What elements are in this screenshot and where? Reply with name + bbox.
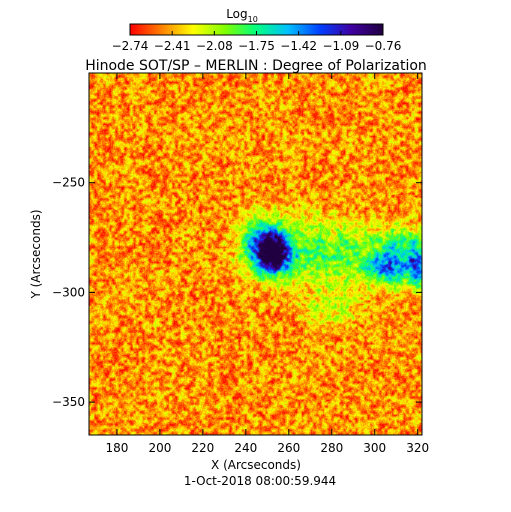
colorbar-tick-label: −2.08 bbox=[196, 39, 233, 53]
colorbar-tick-label: −1.42 bbox=[280, 39, 317, 53]
colorbar-tick-label: −2.74 bbox=[112, 39, 149, 53]
colorbar-label: Log10 bbox=[226, 7, 258, 24]
x-axis-ticks: 180 200 220 240 260 280 300 320 bbox=[105, 73, 429, 455]
colorbar-tick-label: −1.75 bbox=[238, 39, 275, 53]
x-tick-label: 200 bbox=[148, 441, 171, 455]
x-tick-label: 320 bbox=[406, 441, 429, 455]
y-axis-label: Y (Arcseconds) bbox=[29, 209, 43, 299]
colorbar-tick-label: −2.41 bbox=[154, 39, 191, 53]
x-tick-label: 220 bbox=[191, 441, 214, 455]
colorbar-tick-label: −1.09 bbox=[322, 39, 359, 53]
colorbar-tick-label: −0.76 bbox=[365, 39, 402, 53]
x-tick-label: 280 bbox=[320, 441, 343, 455]
y-tick-label: −300 bbox=[52, 285, 85, 299]
x-tick-label: 180 bbox=[105, 441, 128, 455]
x-tick-label: 300 bbox=[363, 441, 386, 455]
x-tick-label: 260 bbox=[277, 441, 300, 455]
chart-title: Hinode SOT/SP – MERLIN : Degree of Polar… bbox=[85, 58, 427, 74]
colorbar-ticks: −2.74 −2.41 −2.08 −1.75 −1.42 −1.09 −0.76 bbox=[112, 31, 402, 53]
y-tick-label: −350 bbox=[52, 395, 85, 409]
plot-frame bbox=[88, 72, 423, 436]
timestamp: 1-Oct-2018 08:00:59.944 bbox=[184, 474, 336, 488]
x-tick-label: 240 bbox=[234, 441, 257, 455]
y-axis-ticks: −250 −300 −350 bbox=[52, 176, 422, 409]
heatmap-image bbox=[89, 73, 422, 435]
x-axis-label: X (Arcseconds) bbox=[211, 458, 301, 472]
y-tick-label: −250 bbox=[52, 176, 85, 190]
